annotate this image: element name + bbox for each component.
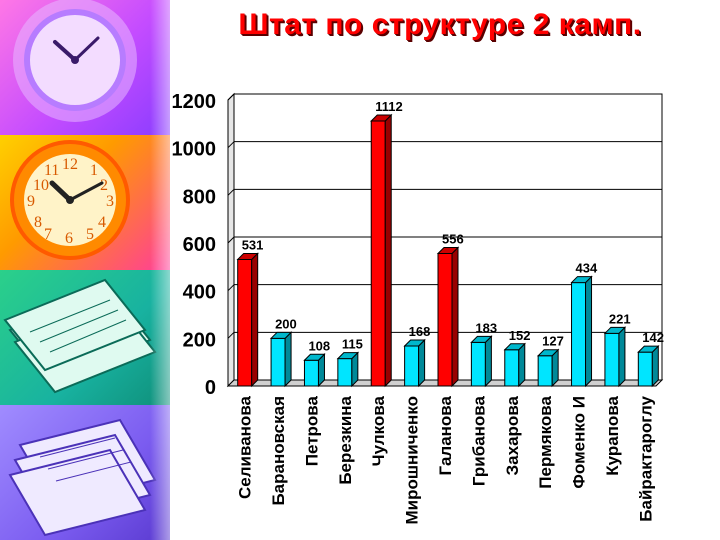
bar — [571, 282, 587, 387]
gridline-side — [227, 331, 235, 339]
bar-side — [518, 342, 526, 388]
y-tick-label: 1000 — [172, 139, 217, 161]
bar-side — [484, 335, 492, 388]
svg-text:5: 5 — [86, 226, 94, 243]
svg-text:6: 6 — [65, 230, 73, 247]
x-tick-label: Грибанова — [469, 395, 488, 486]
bar — [637, 351, 653, 387]
y-tick-label: 200 — [183, 329, 216, 351]
purple-clock-panel — [0, 0, 170, 135]
y-tick-label: 800 — [183, 186, 216, 208]
bar — [537, 355, 553, 387]
x-tick-label: Фоменко И — [570, 396, 589, 489]
bar-side — [418, 338, 426, 388]
data-label: 127 — [542, 334, 564, 349]
data-label: 152 — [509, 328, 531, 343]
bar — [470, 341, 486, 387]
bar — [604, 332, 620, 387]
svg-text:3: 3 — [106, 193, 114, 210]
svg-text:4: 4 — [98, 214, 106, 231]
bar — [237, 258, 253, 387]
data-label: 115 — [342, 337, 363, 352]
svg-text:8: 8 — [34, 214, 42, 231]
gridline-side — [227, 236, 235, 244]
bar-top — [403, 339, 426, 347]
purple-papers-panel — [0, 405, 170, 540]
bar-top — [503, 343, 526, 351]
svg-text:10: 10 — [33, 177, 49, 194]
bar-side — [585, 275, 593, 388]
bar-side — [384, 113, 392, 388]
bar-side — [251, 252, 259, 388]
green-papers-panel — [0, 270, 170, 405]
bar-top — [603, 326, 627, 334]
x-tick-label: Мирошниченко — [403, 396, 422, 525]
x-tick-label: Чулкова — [369, 395, 388, 466]
clock-icon — [13, 0, 137, 122]
svg-text:9: 9 — [27, 193, 35, 210]
bar-top — [336, 352, 360, 360]
data-label: 531 — [242, 237, 264, 252]
bar-top — [303, 353, 326, 361]
bar-top — [370, 114, 393, 122]
data-label: 168 — [409, 324, 431, 339]
data-label: 183 — [475, 320, 497, 335]
bar-side — [618, 326, 626, 388]
data-label: 434 — [576, 261, 598, 276]
bar-side — [651, 344, 659, 388]
data-label: 108 — [308, 338, 330, 353]
svg-text:7: 7 — [44, 226, 52, 243]
bar-top — [536, 349, 560, 357]
bar — [270, 337, 286, 387]
bar-side — [284, 331, 292, 388]
y-tick-label: 1200 — [172, 91, 217, 113]
x-tick-label: Байрактароглу — [636, 395, 655, 521]
y-tick-label: 0 — [205, 377, 216, 399]
bar — [404, 345, 420, 387]
data-label: 556 — [442, 231, 464, 246]
data-label: 1112 — [375, 99, 403, 114]
x-tick-label: Пермякова — [536, 395, 555, 488]
data-label: 221 — [609, 311, 631, 326]
x-tick-label: Захарова — [503, 395, 522, 475]
slide-title: Штат по структуре 2 камп. — [238, 8, 642, 41]
x-tick-label: Березкина — [336, 395, 355, 484]
x-tick-label: Барановская — [269, 396, 288, 506]
bar-top — [236, 252, 259, 260]
svg-text:2: 2 — [100, 177, 108, 194]
x-tick-label: Селиванова — [236, 395, 255, 499]
bar — [504, 349, 520, 387]
x-tick-label: Галанова — [436, 395, 455, 475]
y-tick-label: 400 — [183, 282, 216, 304]
gridline-side — [227, 284, 235, 292]
sidebar-fade — [150, 0, 190, 540]
svg-text:11: 11 — [44, 162, 59, 179]
bar — [337, 358, 353, 387]
bar-top — [570, 276, 593, 284]
bar-top — [637, 345, 660, 353]
bar — [370, 120, 386, 387]
gridline-side — [227, 93, 235, 101]
data-label: 142 — [642, 330, 664, 345]
papers-icon — [3, 278, 157, 394]
bar — [303, 359, 319, 387]
x-tick-label: Курапова — [603, 395, 622, 475]
bar-side — [451, 246, 459, 388]
svg-text:1: 1 — [90, 162, 98, 179]
x-tick-label: Петрова — [302, 395, 321, 466]
y-tick-label: 600 — [183, 234, 216, 256]
bar-top — [269, 331, 293, 339]
gridline-side — [227, 188, 235, 196]
bar — [437, 252, 453, 387]
gridline-side — [227, 141, 235, 149]
bar-top — [470, 335, 493, 343]
bar-top — [436, 246, 460, 254]
svg-text:12: 12 — [62, 156, 78, 173]
data-label: 200 — [275, 316, 297, 331]
